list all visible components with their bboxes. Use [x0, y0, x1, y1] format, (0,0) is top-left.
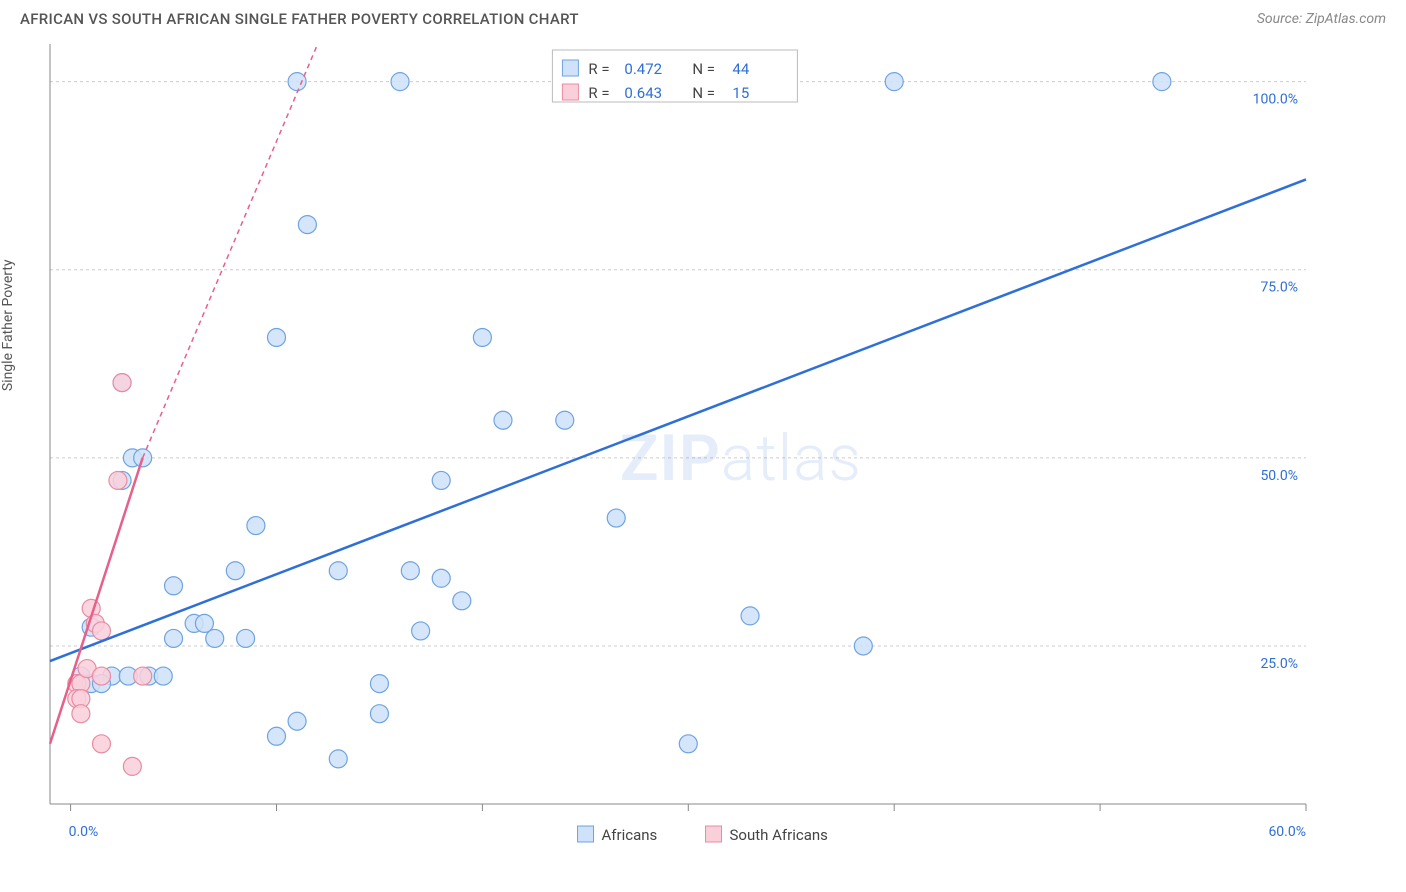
scatter-point: [165, 629, 183, 647]
scatter-point: [195, 614, 213, 632]
scatter-point: [453, 592, 471, 610]
legend-swatch: [562, 60, 578, 76]
scatter-point: [1153, 73, 1171, 91]
scatter-chart: 25.0% 50.0% 75.0% 100.0% ZIPatlas 0.0% 60.0% R …: [0, 34, 1406, 864]
scatter-point: [113, 374, 131, 392]
scatter-point: [206, 629, 224, 647]
scatter-point: [329, 750, 347, 768]
y-axis-label: Single Father Poverty: [0, 259, 16, 391]
legend-r-label: R =: [588, 60, 609, 78]
trend-line: [50, 458, 143, 744]
watermark: ZIPatlas: [620, 421, 862, 496]
legend-r-label: R =: [588, 84, 609, 102]
scatter-point: [432, 471, 450, 489]
scatter-point: [679, 735, 697, 753]
legend-swatch: [706, 826, 722, 842]
scatter-point: [494, 411, 512, 429]
trend-line-dashed: [143, 44, 318, 458]
x-tick-label: 60.0%: [1268, 824, 1306, 840]
legend-series-label: South Africans: [730, 826, 828, 844]
scatter-point: [329, 562, 347, 580]
scatter-point: [288, 712, 306, 730]
y-tick-label: 75.0%: [1260, 280, 1298, 296]
legend-series-label: Africans: [602, 826, 658, 844]
scatter-point: [885, 73, 903, 91]
scatter-point: [854, 637, 872, 655]
legend-n-value: 15: [732, 84, 749, 102]
x-tick-label: 0.0%: [69, 824, 99, 840]
scatter-point: [92, 667, 110, 685]
scatter-point: [92, 735, 110, 753]
scatter-point: [370, 705, 388, 723]
legend-swatch: [578, 826, 594, 842]
scatter-point: [237, 629, 255, 647]
scatter-point: [226, 562, 244, 580]
scatter-point: [165, 577, 183, 595]
title-bar: AFRICAN VS SOUTH AFRICAN SINGLE FATHER P…: [0, 0, 1406, 34]
scatter-point: [267, 727, 285, 745]
scatter-point: [267, 328, 285, 346]
scatter-point: [391, 73, 409, 91]
scatter-point: [298, 216, 316, 234]
scatter-point: [556, 411, 574, 429]
scatter-point: [247, 517, 265, 535]
legend-r-value: 0.472: [624, 60, 662, 78]
scatter-point: [741, 607, 759, 625]
chart-title: AFRICAN VS SOUTH AFRICAN SINGLE FATHER P…: [20, 10, 579, 28]
scatter-point: [134, 667, 152, 685]
legend-swatch: [562, 84, 578, 100]
scatter-point: [607, 509, 625, 527]
scatter-point: [154, 667, 172, 685]
scatter-point: [123, 757, 141, 775]
scatter-point: [109, 471, 127, 489]
scatter-point: [370, 675, 388, 693]
scatter-point: [401, 562, 419, 580]
y-tick-label: 50.0%: [1260, 468, 1298, 484]
trend-line: [50, 179, 1306, 661]
legend-r-value: 0.643: [624, 84, 662, 102]
legend-n-label: N =: [692, 60, 715, 78]
source-attribution: Source: ZipAtlas.com: [1257, 11, 1386, 27]
scatter-point: [473, 328, 491, 346]
legend-n-value: 44: [732, 60, 749, 78]
scatter-point: [72, 705, 90, 723]
scatter-point: [92, 622, 110, 640]
scatter-point: [288, 73, 306, 91]
scatter-point: [412, 622, 430, 640]
y-tick-label: 25.0%: [1260, 656, 1298, 672]
scatter-point: [432, 569, 450, 587]
chart-container: Single Father Poverty 25.0% 50.0% 75.0% 100…: [0, 34, 1406, 864]
y-tick-label: 100.0%: [1253, 92, 1298, 108]
legend-n-label: N =: [692, 84, 715, 102]
